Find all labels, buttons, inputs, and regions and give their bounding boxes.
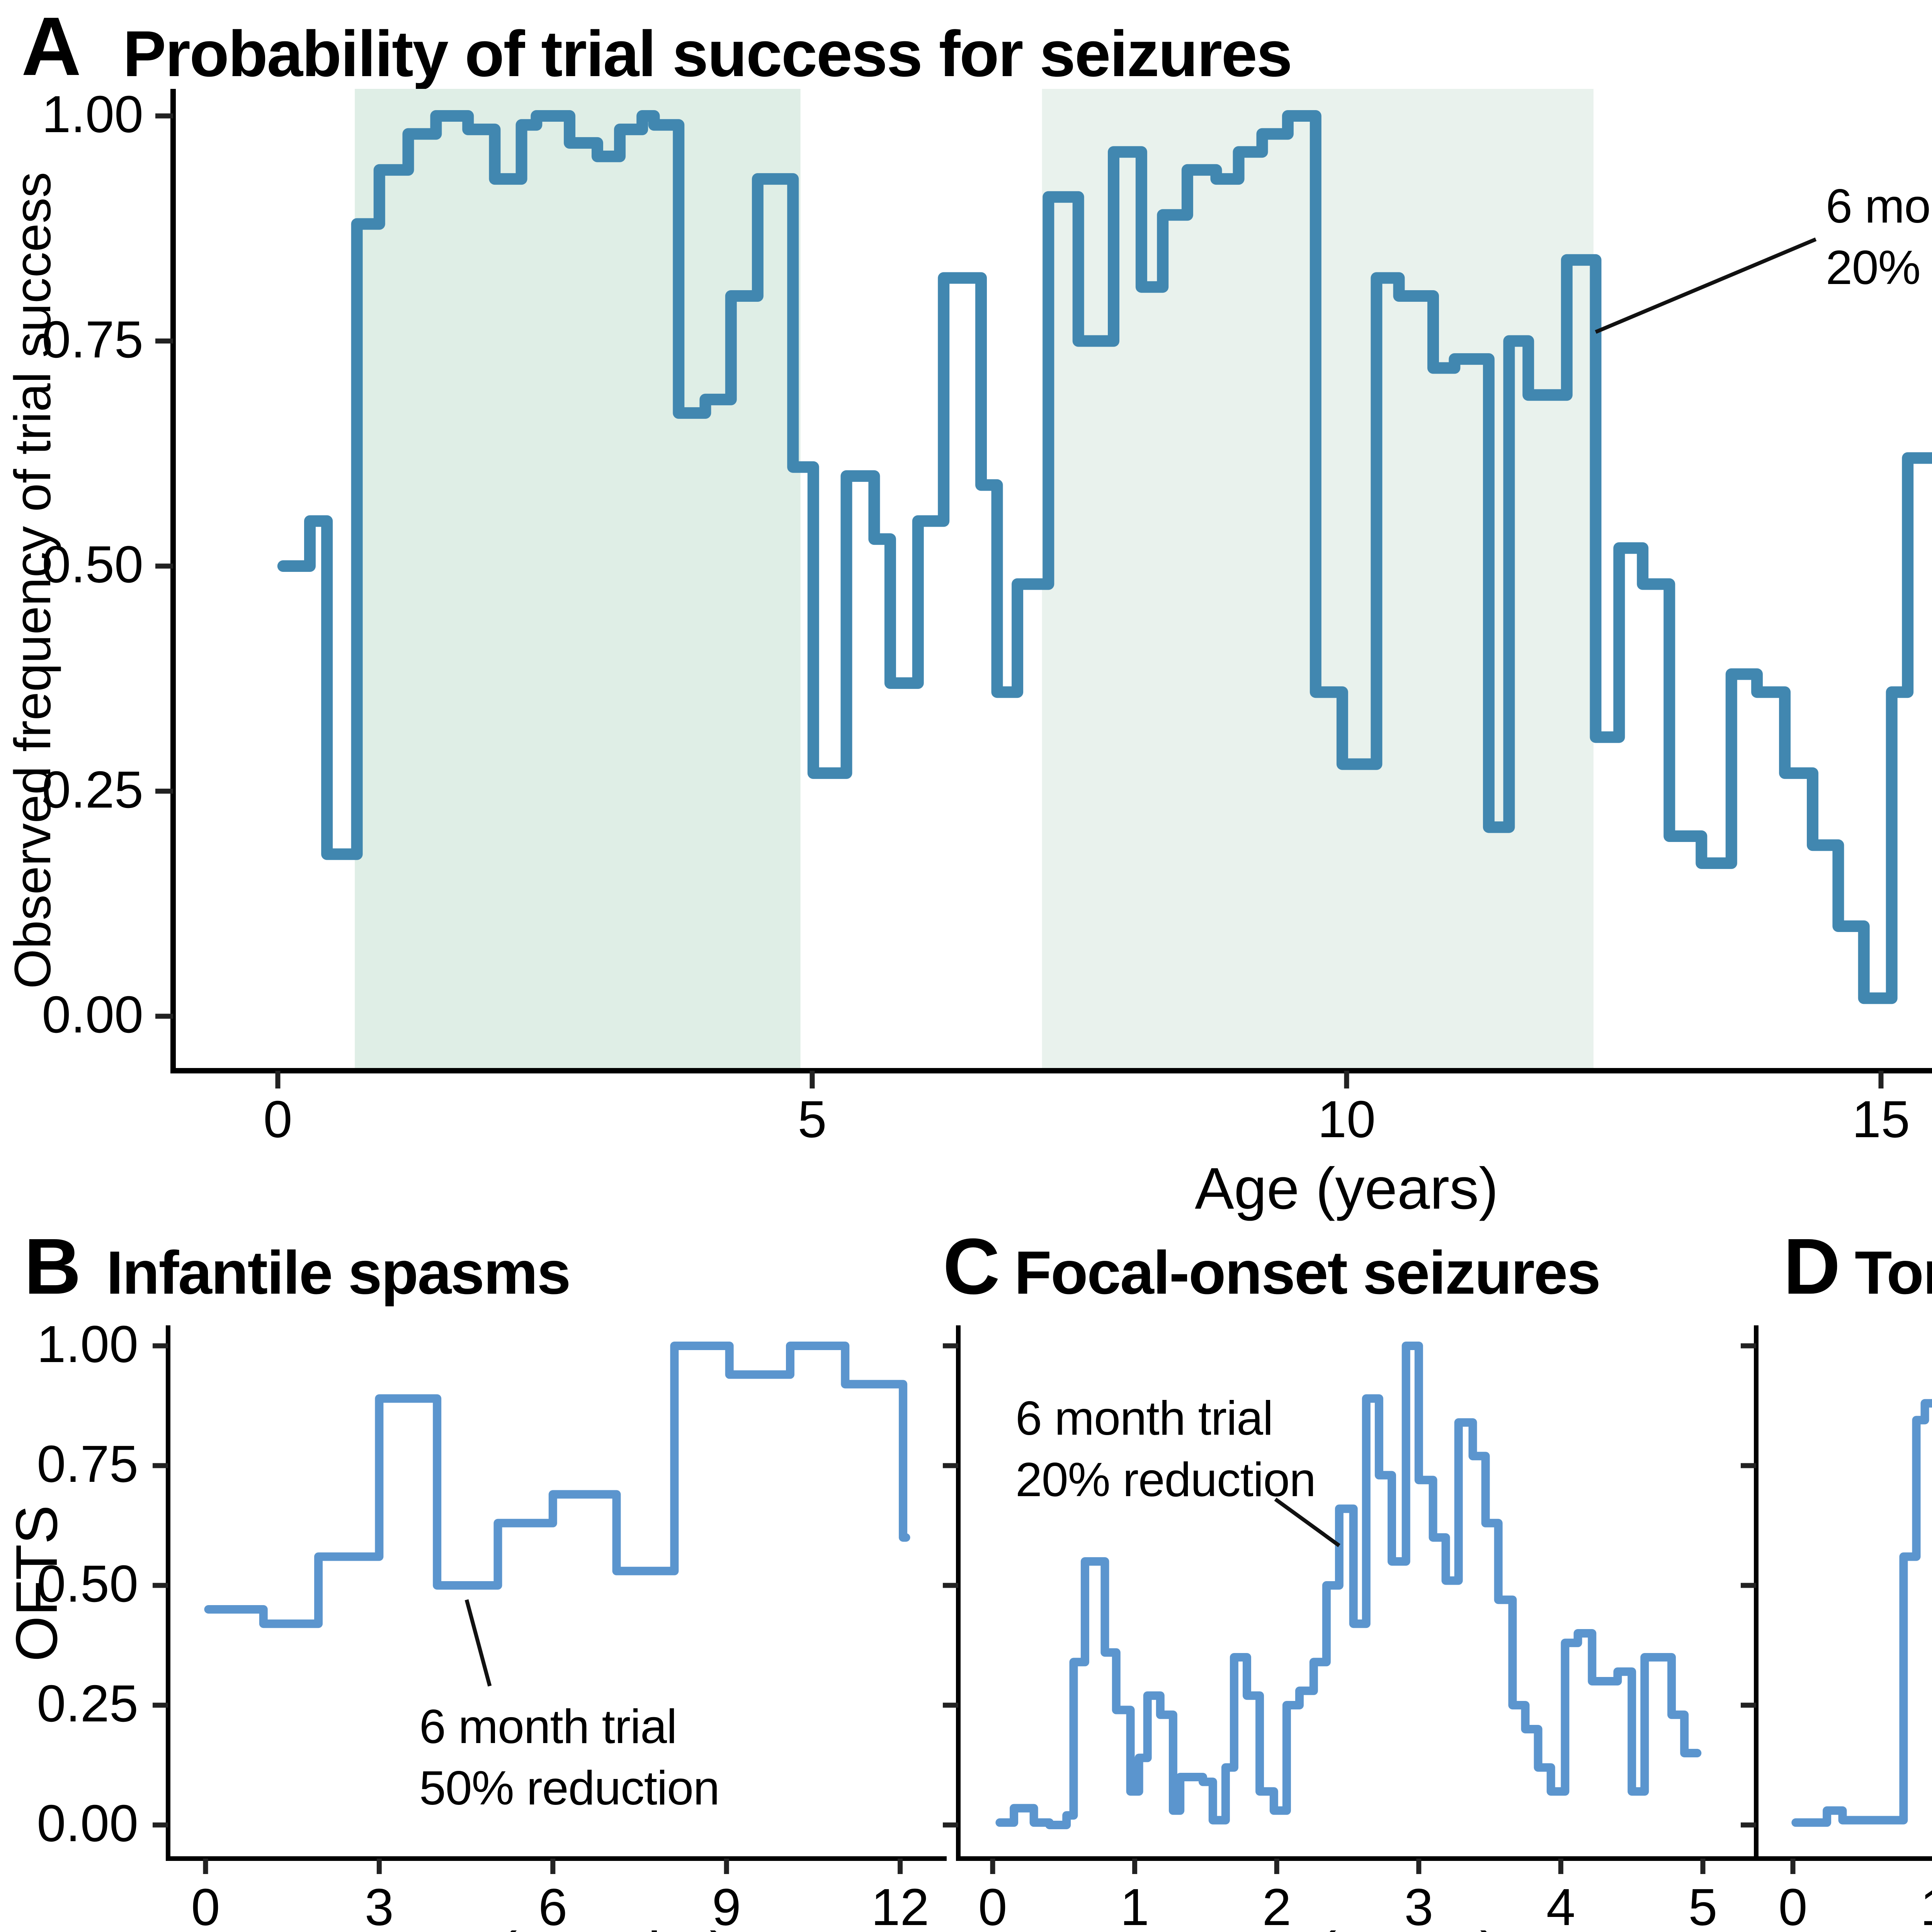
- x-tick-label: 0: [978, 1878, 1007, 1932]
- x-tick-label: 1: [1857, 1878, 1932, 1932]
- x-tick-label: 4: [1546, 1878, 1575, 1932]
- step-line: [204, 1342, 910, 1628]
- y-tick-label: 0.00: [42, 985, 143, 1044]
- panel-d-letter: D: [1783, 1222, 1840, 1311]
- axis-spines: [1754, 1325, 1932, 1861]
- annotation-pointer-line: [464, 1599, 492, 1687]
- x-tick-label: 0: [263, 1090, 293, 1148]
- panel-b-annotation: 6 month trial 50% reduction: [419, 1696, 720, 1819]
- y-tick-label: 0.75: [42, 310, 143, 369]
- y-tick-label: 0.75: [37, 1435, 138, 1493]
- annotation-pointer-line: [1595, 237, 1817, 334]
- annotation-line: 6 month trial: [419, 1700, 677, 1753]
- y-tick-label: 0.25: [37, 1674, 138, 1733]
- panel-b-x-axis-label: Age (months): [282, 1923, 823, 1932]
- panel-c-x-axis-label: Age (years): [1077, 1923, 1618, 1932]
- step-line: [277, 110, 1932, 1004]
- x-tick-label: 0: [191, 1878, 220, 1932]
- step-line: [995, 1342, 1702, 1829]
- panel-a-annotation: 6 month trial with targeted 20% reductio…: [1826, 176, 1932, 298]
- y-tick-label: 0.00: [37, 1794, 138, 1852]
- panel-d-title: Tonic seizures: [1855, 1239, 1932, 1307]
- y-tick-label: 1.00: [42, 85, 143, 143]
- x-tick-label: 5: [798, 1090, 827, 1148]
- annotation-line: 6 month trial: [1015, 1392, 1273, 1445]
- y-tick-label: 1.00: [37, 1315, 138, 1373]
- y-tick-label: 0.50: [37, 1554, 138, 1613]
- x-tick-label: 6: [538, 1878, 568, 1932]
- axis-spines: [166, 1325, 947, 1861]
- shaded-trial-region: [355, 89, 801, 1071]
- panel-c-title: Focal-onset seizures: [1014, 1239, 1601, 1307]
- y-tick-label: 0.50: [42, 535, 143, 594]
- panel-b-plot: [153, 1325, 947, 1874]
- x-tick-label: 0: [1778, 1878, 1808, 1932]
- x-tick-label: 9: [712, 1878, 741, 1932]
- x-tick-label: 3: [364, 1878, 394, 1932]
- panel-a-title: Probability of trial success for seizure…: [123, 17, 1293, 90]
- axis-spines: [170, 89, 1932, 1073]
- panel-c-letter: C: [943, 1222, 1000, 1311]
- annotation-line: 6 month trial with targeted: [1826, 180, 1932, 233]
- axis-spines: [956, 1325, 1771, 1861]
- panel-a-letter: A: [21, 0, 81, 93]
- y-tick-label: 0.25: [42, 760, 143, 819]
- x-tick-label: 12: [871, 1878, 929, 1932]
- x-tick-label: 10: [1317, 1090, 1376, 1148]
- annotation-pointer-line: [1274, 1497, 1340, 1548]
- x-tick-label: 2: [1262, 1878, 1291, 1932]
- x-tick-label: 5: [1688, 1878, 1718, 1932]
- step-line: [1791, 1399, 1932, 1827]
- annotation-line: 20% reduction: [1015, 1453, 1316, 1507]
- annotation-line: 20% reduction in seizures: [1826, 241, 1932, 294]
- panel-d-plot: [1741, 1325, 1932, 1874]
- panel-c-plot: [943, 1325, 1771, 1874]
- x-tick-label: 1: [1120, 1878, 1150, 1932]
- panel-a-x-axis-label: Age (years): [1195, 1156, 1498, 1221]
- x-tick-label: 3: [1404, 1878, 1434, 1932]
- annotation-line: 50% reduction: [419, 1761, 720, 1815]
- panel-a-plot: [155, 89, 1932, 1088]
- panel-b-title: Infantile spasms: [106, 1239, 571, 1307]
- panel-c-annotation: 6 month trial 20% reduction: [1015, 1388, 1316, 1510]
- panel-b-letter: B: [24, 1222, 81, 1311]
- x-tick-label: 15: [1852, 1090, 1910, 1148]
